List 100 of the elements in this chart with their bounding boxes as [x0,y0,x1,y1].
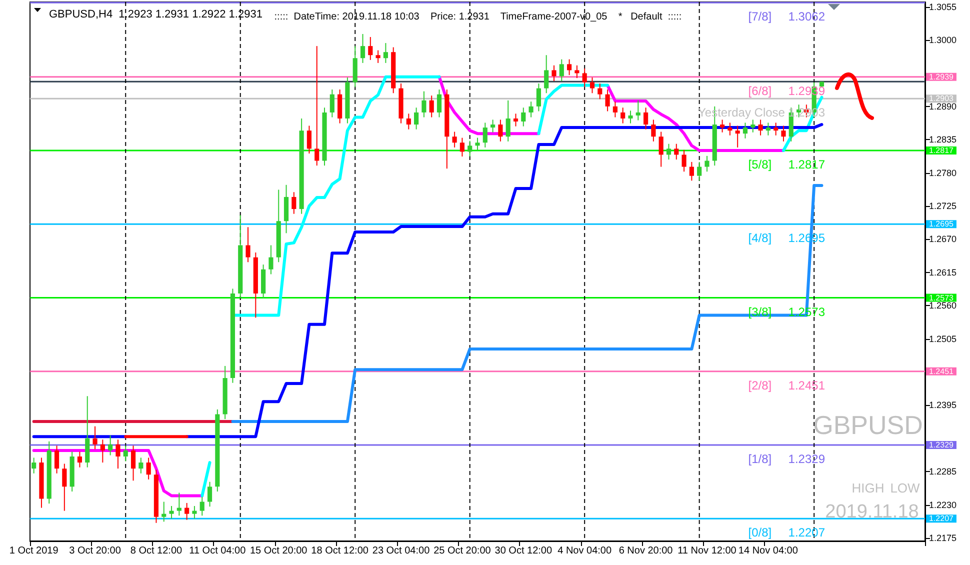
y-tick-label: 1.2560 [929,300,957,311]
ref-line-label: [2/8] 1.2451 [748,378,826,392]
candlestick [636,100,640,121]
y-tick-label: 1.2230 [929,500,957,510]
y-tick-label: 1.3055 [929,2,957,12]
candlestick [406,113,411,130]
candlestick [482,122,488,148]
y2-tick-label: 1.2329 [929,440,954,450]
ref-line-label: [7/8] 1.3062 [748,10,826,24]
candlestick [376,50,380,64]
candlestick [750,119,756,133]
candlestick [169,505,174,520]
candlestick [414,107,419,130]
candlestick [246,226,250,263]
candlestick [146,457,151,480]
candlestick [528,101,534,118]
candlestick [314,46,320,166]
annotation: GBPUSD [813,410,923,440]
candlestick [574,64,580,79]
candlestick [162,501,166,522]
text: GBPUSD,H4 1.2923 1.2931 1.2922 1.2931 [49,8,262,20]
y-tick-label: 1.2395 [929,400,957,410]
x-tick-label: 18 Oct 12:00 [311,546,369,556]
candlestick [498,119,503,142]
candlestick [658,131,664,168]
x-tick-label: 1 Oct 2019 [9,546,59,556]
candlestick [742,122,748,139]
x-tick-label: 30 Oct 12:00 [494,546,552,556]
candlestick [268,244,274,275]
candlestick [781,125,786,142]
candlestick [452,131,457,148]
text: ::::: DateTime: 2019.11.18 10:03 Price: 1.2931 TimeFrame-2007-v0_05 * Default ::::: [274,12,682,22]
annotation: HIGH [852,480,884,496]
y2-tick-label: 1.2695 [929,220,954,229]
candlestick [620,107,626,124]
y-tick-label: 1.2780 [929,168,957,178]
y2-tick-label: 1.2817 [929,146,954,155]
candlestick [77,451,82,468]
y2-tick-label: 1.2451 [929,366,954,376]
candlestick [108,434,113,456]
candlestick [674,143,679,160]
y2-tick-label: 1.2939 [929,72,954,82]
candlestick [582,68,587,88]
candlestick [123,445,128,462]
annotation: 2019.11.18 [825,502,919,522]
x-tick-label: 23 Oct 04:00 [372,546,430,556]
x-tick-label: 4 Nov 04:00 [558,546,612,556]
candlestick [292,192,296,214]
candlestick [306,125,312,154]
annotation: LOW [890,480,921,496]
candlestick [368,36,373,60]
x-tick-label: 11 Oct 04:00 [189,546,246,556]
candlestick [490,119,496,133]
candlestick [506,100,510,142]
candlestick [735,125,740,148]
candlestick [436,89,442,118]
candlestick [513,113,518,127]
candlestick [32,457,36,474]
candlestick [521,107,526,127]
candlestick [92,426,98,450]
y-tick-label: 1.2175 [929,532,957,543]
candlestick [429,95,434,118]
candlestick [697,161,702,182]
candlestick [475,137,480,151]
candlestick [200,496,204,516]
ref-line-label: [5/8] 1.2817 [748,157,826,172]
candlestick [552,64,556,82]
x-tick-label: 25 Oct 20:00 [434,546,492,556]
candlestick [192,505,197,520]
ref-line-label: [1/8] 1.2329 [748,452,826,466]
candlestick [567,58,572,76]
candlestick [666,143,672,160]
candlestick [651,119,656,142]
candlestick [536,82,541,112]
y-tick-label: 1.2505 [929,334,957,344]
y-tick-label: 1.2725 [929,201,957,212]
candlestick [130,445,136,482]
candlestick [758,119,763,136]
x-tick-label: 14 Nov 04:00 [738,546,798,556]
candlestick [559,58,564,82]
y2-tick-label: 1.2207 [929,514,954,524]
candlestick [628,110,633,124]
candlestick [176,492,182,516]
candlestick [598,82,602,100]
candlestick [468,140,472,158]
candlestick [766,122,770,136]
y-tick-label: 1.3000 [929,35,957,46]
x-tick-label: 3 Oct 20:00 [69,546,122,556]
x-tick-label: 11 Nov 12:00 [678,546,737,556]
y-tick-label: 1.2835 [929,134,957,145]
candlestick [184,502,190,520]
candlestick [116,439,120,470]
candlestick [643,107,648,130]
candlestick [682,149,686,172]
x-tick-label: 6 Nov 20:00 [618,546,674,556]
candlestick [330,89,334,118]
candlestick [360,33,366,64]
candlestick [100,439,105,464]
y-tick-label: 1.2890 [929,101,957,112]
candlestick [704,155,710,172]
